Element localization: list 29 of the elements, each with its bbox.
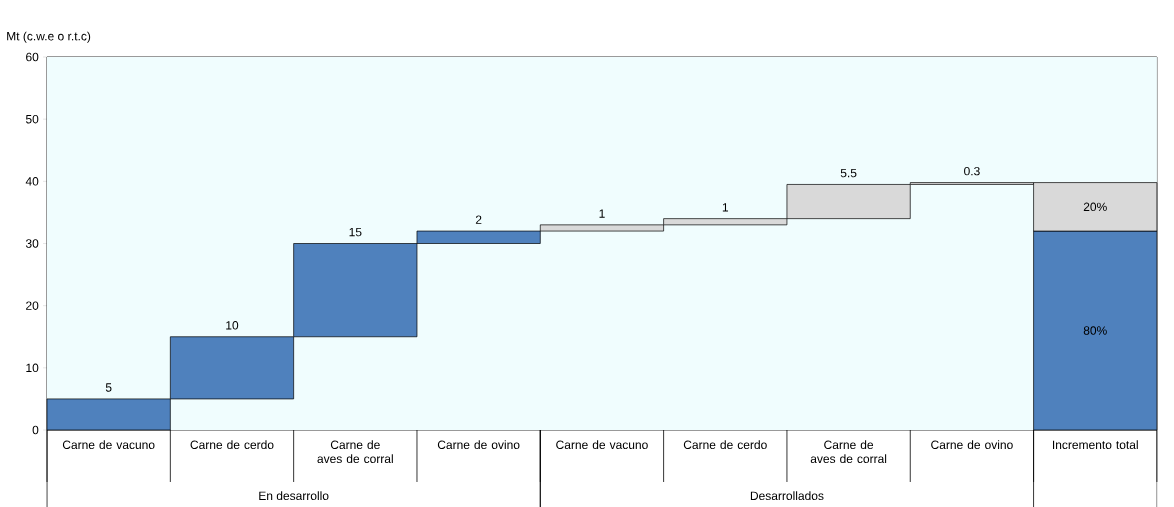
data-label: 1 xyxy=(599,209,605,218)
x-tick-label: Incremento total xyxy=(1053,440,1138,450)
y-tick-label: 40 xyxy=(25,177,39,186)
x-tick-label: Carne de vacuno xyxy=(556,440,648,450)
data-label: 15 xyxy=(349,227,362,237)
x-tick-label: Carne de cerdo xyxy=(190,440,274,450)
y-tick-label: 30 xyxy=(25,239,39,248)
annotation: 80% xyxy=(1083,326,1107,335)
x-tick-label: Carne de vacuno xyxy=(62,440,155,450)
x-tick-label: Carne de aves de corral xyxy=(810,440,887,464)
data-label: 10 xyxy=(226,321,239,330)
data-label: 1 xyxy=(722,203,729,212)
data-label: 2 xyxy=(475,215,482,224)
data-label: 5.5 xyxy=(840,168,857,178)
text: En desarrollo xyxy=(259,491,329,501)
annotation: 20% xyxy=(1083,202,1107,212)
data-label: 5 xyxy=(105,383,112,392)
y-tick-label: 20 xyxy=(26,301,39,310)
x-tick-label: Carne de cerdo xyxy=(683,440,767,450)
x-tick-label: Carne de ovino xyxy=(931,440,1013,450)
y-tick-label: 50 xyxy=(25,114,39,124)
x-tick-label: Carne de ovino xyxy=(437,440,520,450)
x-tick-label: Carne de aves de corral xyxy=(317,440,393,464)
y-tick-label: 10 xyxy=(26,363,39,373)
y-tick-label: 60 xyxy=(26,52,39,62)
y-tick-label: 0 xyxy=(32,425,39,435)
text: Desarrollados xyxy=(750,491,824,501)
y-axis-title: Mt (c.w.e o r.t.c) xyxy=(7,31,91,43)
data-label: 0.3 xyxy=(964,166,980,176)
